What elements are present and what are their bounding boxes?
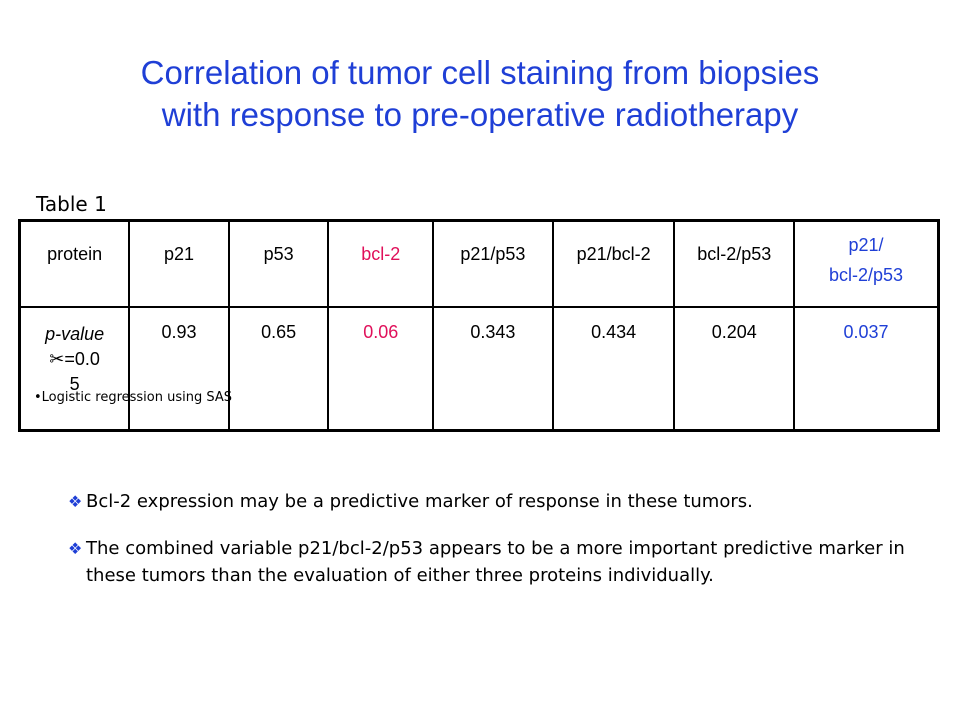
header-combined-line-1: p21/: [848, 235, 884, 255]
pvalue-label-line-1: p-value: [45, 323, 105, 344]
value-p53: 0.65: [227, 305, 330, 432]
table-label: Table 1: [36, 192, 107, 216]
slide-title: Correlation of tumor cell staining from …: [0, 52, 960, 136]
pvalue-p-letter: p: [45, 323, 56, 344]
value-p21-p53: 0.343: [432, 305, 554, 432]
alpha-symbol-icon: ✂: [49, 348, 65, 370]
diamond-bullet-icon: ❖: [68, 539, 83, 558]
header-bcl2-p53: bcl-2/p53: [673, 219, 796, 308]
value-bcl2: 0.06: [327, 305, 435, 432]
pvalue-label-line-2: ✂=0.0: [21, 347, 128, 372]
value-bcl2-p53: 0.204: [673, 305, 796, 432]
value-combined: 0.037: [793, 305, 940, 432]
header-combined: p21/ bcl-2/p53: [793, 219, 940, 308]
value-p21-bcl2: 0.434: [551, 305, 676, 432]
bullet-text-1: Bcl-2 expression may be a predictive mar…: [86, 491, 753, 512]
title-line-2: with response to pre-operative radiother…: [161, 96, 799, 133]
table-values-row: p-value ✂=0.0 5 0.93 0.65 0.06 0.343 0.4…: [18, 305, 940, 432]
header-p21: p21: [128, 219, 230, 308]
header-combined-line-2: bcl-2/p53: [828, 265, 904, 285]
value-p21: 0.93: [128, 305, 230, 432]
header-p53: p53: [227, 219, 330, 308]
bullet-list: ❖ Bcl-2 expression may be a predictive m…: [68, 488, 908, 609]
pvalue-label-cell: p-value ✂=0.0 5: [18, 305, 131, 432]
title-line-1: Correlation of tumor cell staining from …: [140, 54, 820, 91]
results-table: protein p21 p53 bcl-2 p21/p53 p21/bcl-2 …: [18, 219, 940, 432]
bullet-item-2: ❖ The combined variable p21/bcl-2/p53 ap…: [68, 535, 908, 589]
header-bcl2: bcl-2: [327, 219, 435, 308]
table-header-row: protein p21 p53 bcl-2 p21/p53 p21/bcl-2 …: [18, 219, 940, 308]
bullet-text-2: The combined variable p21/bcl-2/p53 appe…: [86, 538, 905, 586]
footnote: •Logistic regression using SAS: [34, 390, 232, 405]
pvalue-label-line-3: 5: [69, 373, 80, 394]
bullet-item-1: ❖ Bcl-2 expression may be a predictive m…: [68, 488, 908, 515]
header-protein: protein: [18, 219, 131, 308]
diamond-bullet-icon: ❖: [68, 492, 83, 511]
pvalue-label-threshold: =0.0: [64, 348, 100, 369]
header-p21-p53: p21/p53: [432, 219, 554, 308]
header-p21-bcl2: p21/bcl-2: [551, 219, 676, 308]
